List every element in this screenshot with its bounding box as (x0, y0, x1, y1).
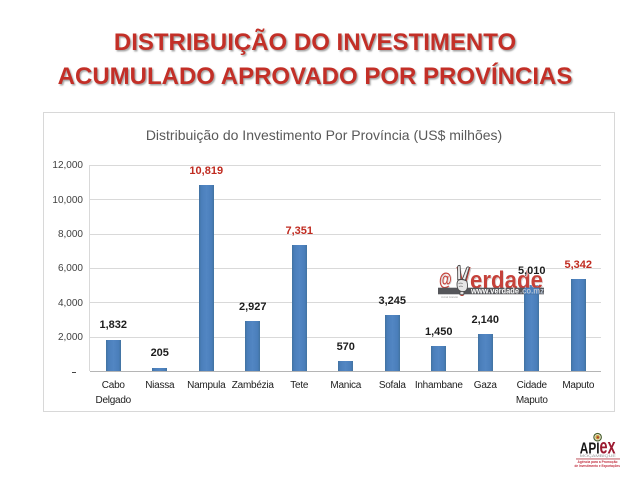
svg-text:www.verdade: www.verdade (470, 286, 519, 295)
svg-text:@: @ (440, 270, 453, 290)
svg-text:MOÇAMBIQUE: MOÇAMBIQUE (580, 453, 616, 458)
svg-text:ex: ex (600, 435, 616, 458)
svg-text:Agência para a Promoção: Agência para a Promoção (578, 460, 619, 464)
svg-text:.co.mz: .co.mz (520, 286, 544, 295)
svg-text:@: @ (439, 269, 452, 289)
svg-text:API: API (580, 440, 600, 457)
svg-text:de Investimento e Exportações: de Investimento e Exportações (575, 464, 621, 468)
svg-text:Jornal Gratuito: Jornal Gratuito (441, 295, 459, 299)
